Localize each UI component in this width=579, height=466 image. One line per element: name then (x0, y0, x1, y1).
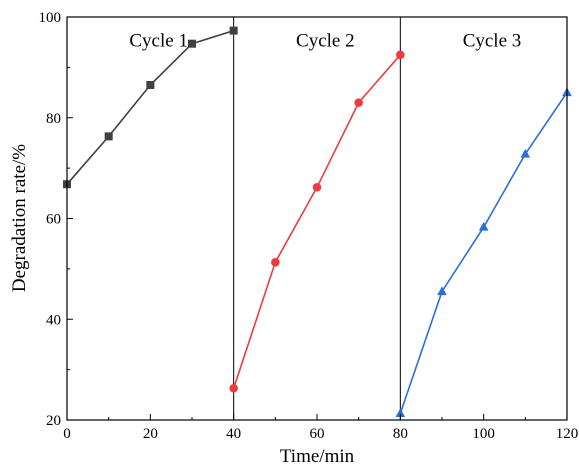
series-1-point (188, 39, 196, 48)
x-axis-title: Time/min (280, 446, 355, 466)
x-tick-label: 100 (472, 426, 495, 442)
y-tick-label: 80 (46, 111, 61, 127)
series-1-point (146, 81, 155, 90)
y-tick-label: 100 (39, 10, 62, 26)
x-tick-label: 120 (556, 426, 579, 442)
y-tick-label: 60 (46, 212, 61, 228)
series-line-3 (399, 92, 568, 414)
series-2-point (354, 98, 363, 107)
series-2-point (271, 258, 280, 267)
series-3-point (520, 148, 531, 158)
x-tick-label: 60 (310, 426, 325, 442)
x-tick-label: 80 (393, 426, 408, 442)
x-tick-label: 0 (63, 426, 71, 442)
y-axis-title: Degradation rate/% (9, 144, 30, 292)
series-2-point (312, 182, 322, 192)
cycle-label-1: Cycle 1 (129, 31, 188, 52)
series-3-point (437, 286, 447, 296)
series-line-2 (232, 54, 401, 389)
series-2-point (229, 383, 238, 393)
series-line-1 (66, 29, 234, 185)
y-tick-label: 20 (46, 413, 61, 429)
x-tick-label: 40 (226, 426, 241, 442)
cycle-label-3: Cycle 3 (463, 31, 522, 52)
x-tick-label: 20 (143, 426, 158, 442)
series-3-point (478, 221, 489, 231)
plot-frame (66, 16, 568, 421)
y-tick-label: 40 (46, 312, 61, 328)
series-1-point (229, 26, 238, 35)
series-2-point (396, 50, 405, 60)
series-1-point (104, 132, 113, 141)
series-3-point (395, 408, 406, 418)
cycle-label-2: Cycle 2 (296, 31, 355, 52)
